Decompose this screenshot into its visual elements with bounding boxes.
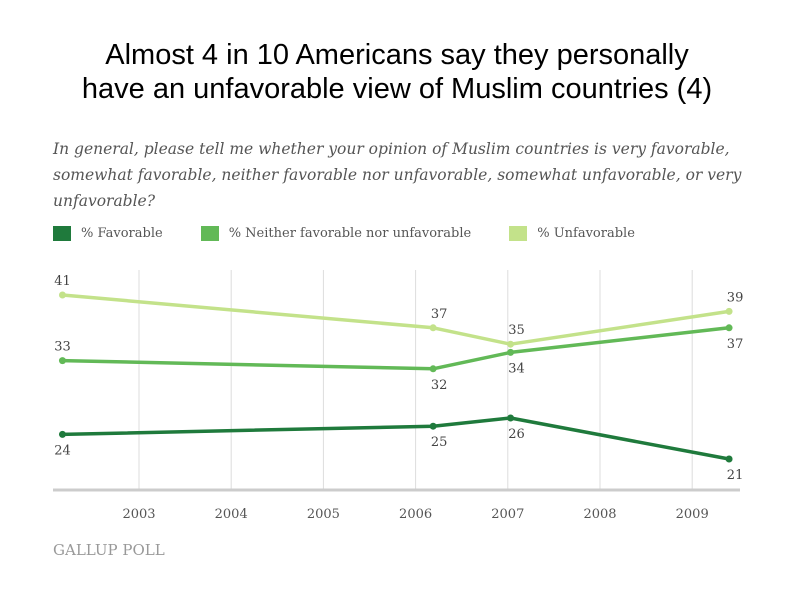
series-line bbox=[62, 416, 730, 461]
x-tick-label: 2005 bbox=[307, 507, 340, 522]
legend-swatch bbox=[509, 226, 528, 241]
data-label: 24 bbox=[54, 443, 71, 458]
data-point bbox=[725, 307, 733, 315]
data-point bbox=[58, 430, 66, 438]
legend-label: % Unfavorable bbox=[537, 226, 635, 241]
x-tick-label: 2003 bbox=[122, 507, 155, 522]
data-label: 37 bbox=[727, 337, 744, 352]
data-point bbox=[507, 340, 515, 348]
chart-legend: % Favorable % Neither favorable nor unfav… bbox=[53, 226, 673, 241]
slide-title: Almost 4 in 10 Americans say they person… bbox=[0, 38, 794, 106]
data-label: 35 bbox=[508, 323, 525, 338]
data-label: 26 bbox=[508, 427, 525, 442]
data-label: 41 bbox=[54, 274, 71, 289]
gallup-logo: GALLUP POLL bbox=[53, 541, 165, 559]
data-point bbox=[58, 291, 66, 299]
slide-title-line-2: have an unfavorable view of Muslim count… bbox=[81, 73, 713, 105]
data-point bbox=[507, 348, 515, 356]
data-point bbox=[507, 414, 515, 422]
survey-question: In general, please tell me whether your … bbox=[53, 140, 742, 210]
legend-item: % Neither favorable nor unfavorable bbox=[200, 226, 472, 241]
data-point bbox=[725, 324, 733, 332]
data-point bbox=[429, 365, 437, 373]
legend-swatch bbox=[200, 226, 219, 241]
data-label: 34 bbox=[508, 361, 525, 376]
legend-item: % Favorable bbox=[53, 226, 163, 241]
x-tick-label: 2007 bbox=[491, 507, 524, 522]
data-label: 33 bbox=[54, 340, 71, 355]
series-line bbox=[62, 326, 730, 371]
legend-item: % Unfavorable bbox=[509, 226, 635, 241]
legend-label: % Neither favorable nor unfavorable bbox=[228, 226, 472, 241]
x-tick-label: 2004 bbox=[215, 507, 248, 522]
data-label: 25 bbox=[431, 435, 448, 450]
data-label: 21 bbox=[727, 468, 744, 483]
x-tick-label: 2009 bbox=[676, 507, 709, 522]
data-point bbox=[429, 324, 437, 332]
data-point bbox=[429, 422, 437, 430]
data-label: 32 bbox=[431, 378, 448, 393]
slide-title-line-1: Almost 4 in 10 Americans say they person… bbox=[105, 39, 689, 71]
data-point bbox=[725, 455, 733, 463]
data-label: 37 bbox=[431, 307, 448, 322]
data-point bbox=[58, 357, 66, 365]
x-tick-label: 2006 bbox=[399, 507, 432, 522]
legend-label: % Favorable bbox=[81, 226, 163, 241]
legend-swatch bbox=[53, 226, 71, 241]
data-label: 39 bbox=[727, 290, 744, 305]
x-tick-label: 2008 bbox=[583, 507, 616, 522]
series-line bbox=[62, 293, 730, 346]
